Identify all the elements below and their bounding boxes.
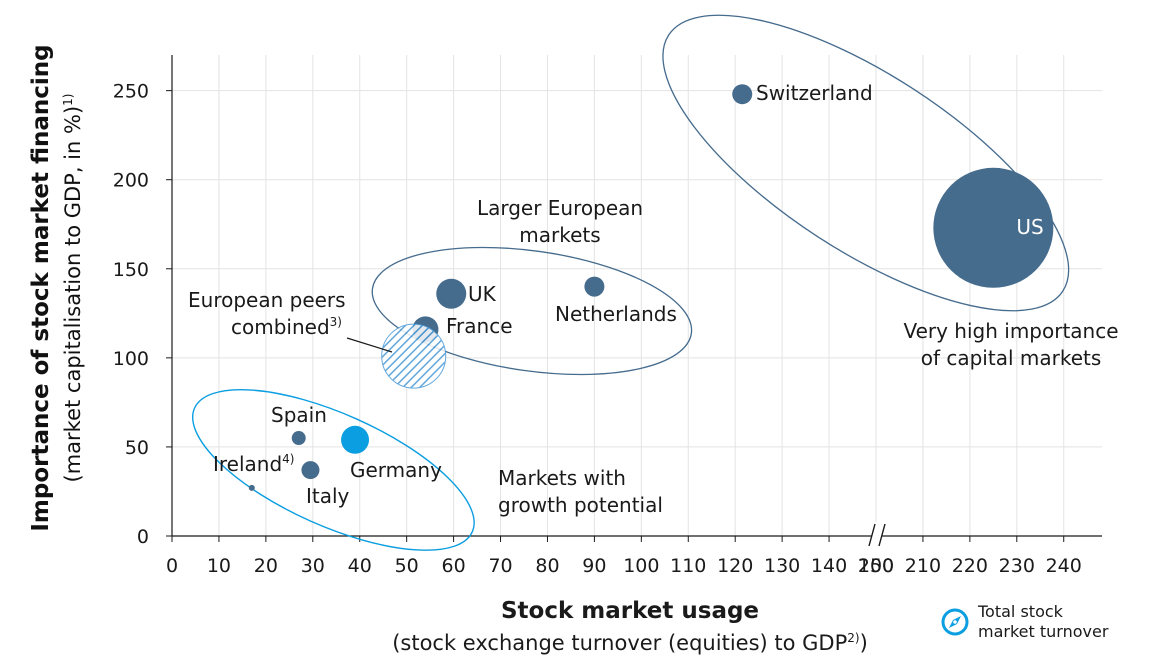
compass-icon	[941, 608, 969, 636]
y-axis-subtitle: (market capitalisation to GDP, in %)1)	[61, 94, 85, 483]
annotation-larger-2: markets	[519, 223, 600, 247]
annotation-growth-1: Markets with	[498, 466, 626, 490]
y-tick-label-0: 0	[137, 526, 149, 548]
bubble-ireland	[248, 484, 255, 491]
ellipse-larger-european-markets	[371, 246, 693, 376]
label-us: US	[1016, 215, 1043, 239]
x-axis-title: Stock market usage	[500, 598, 760, 624]
bubble-uk	[436, 278, 467, 309]
x-tick-label-20: 20	[254, 555, 278, 577]
label-spain: Spain	[271, 403, 327, 427]
x-tick-label-40: 40	[348, 555, 372, 577]
x-tick-label-10: 10	[207, 555, 231, 577]
label-netherlands: Netherlands	[555, 302, 677, 326]
axes: 0 10 20 30 40 50 60 70 80 90 100 110 120 130 140 150200…	[113, 55, 1102, 577]
annotation-veryhigh-2: of capital markets	[921, 346, 1102, 370]
x-tick-label-70: 70	[488, 555, 512, 577]
x-tick-label-120: 120	[717, 555, 753, 577]
bubble-spain	[291, 431, 306, 446]
x-tick-label-90: 90	[582, 555, 606, 577]
x-tick-label-50: 50	[395, 555, 419, 577]
bubble-germany	[341, 425, 370, 454]
x-axis-subtitle: (stock exchange turnover (equities) to G…	[392, 631, 868, 655]
x-tick-label-220: 220	[952, 555, 988, 577]
y-tick-label-50: 50	[125, 437, 149, 459]
bubble-chart: 0 10 20 30 40 50 60 70 80 90 100 110 120 130 140 150200…	[28, 14, 1119, 577]
y-axis-title: Importance of stock market financing	[28, 44, 54, 531]
y-tick-label-250: 250	[113, 81, 149, 103]
grid-lines	[172, 55, 1102, 536]
annotation-larger-1: Larger European	[477, 196, 643, 220]
label-ireland: Ireland4)	[213, 452, 295, 476]
x-tick-label-30: 30	[301, 555, 325, 577]
label-germany: Germany	[350, 458, 442, 482]
bubble-netherlands	[584, 276, 605, 297]
axis-break-gap	[872, 522, 882, 548]
y-tick-label-200: 200	[113, 170, 149, 192]
x-tick-label-230: 230	[999, 555, 1035, 577]
axis-break-mark-1	[868, 523, 876, 547]
label-european-peers-2: combined3)	[231, 315, 342, 339]
ellipse-very-high-importance	[662, 14, 1070, 312]
x-tick-label-240: 240	[1046, 555, 1082, 577]
bubbles	[248, 84, 1054, 491]
label-france: France	[446, 314, 513, 338]
x-tick-label-130: 130	[764, 555, 800, 577]
legend-line-1: Total stock	[978, 602, 1063, 621]
x-tick-label-60: 60	[442, 555, 466, 577]
y-tick-label-100: 100	[113, 348, 149, 370]
x-tick-label-100: 100	[623, 555, 659, 577]
annotation-growth-2: growth potential	[498, 493, 663, 517]
y-tick-label-150: 150	[113, 259, 149, 281]
bubble-switzerland	[732, 84, 753, 105]
legend-text: Total stock market turnover	[978, 602, 1128, 642]
peers-leader-line	[346, 337, 393, 353]
legend-line-2: market turnover	[978, 622, 1109, 641]
x-tick-label-110: 110	[670, 555, 706, 577]
x-tick-label-0: 0	[166, 555, 178, 577]
x-tick-label-150: 150	[858, 555, 894, 577]
group-ellipses	[191, 14, 1070, 551]
label-italy: Italy	[306, 484, 350, 508]
annotation-veryhigh-1: Very high importance	[903, 319, 1118, 343]
ellipse-growth-potential	[191, 389, 475, 551]
x-tick-label-140: 140	[811, 555, 847, 577]
bubble-european-peers-combined	[381, 323, 447, 389]
bubble-italy	[301, 461, 320, 480]
legend: Total stock market turnover	[940, 602, 1128, 642]
label-uk: UK	[468, 282, 497, 306]
x-tick-label-80: 80	[535, 555, 559, 577]
x-tick-label-210: 210	[905, 555, 941, 577]
label-switzerland: Switzerland	[756, 81, 873, 105]
x-tick-label-200: 200	[858, 555, 894, 577]
label-european-peers-1: European peers	[188, 288, 346, 312]
bubble-us	[933, 167, 1054, 288]
axis-break-mark-2	[878, 523, 886, 547]
